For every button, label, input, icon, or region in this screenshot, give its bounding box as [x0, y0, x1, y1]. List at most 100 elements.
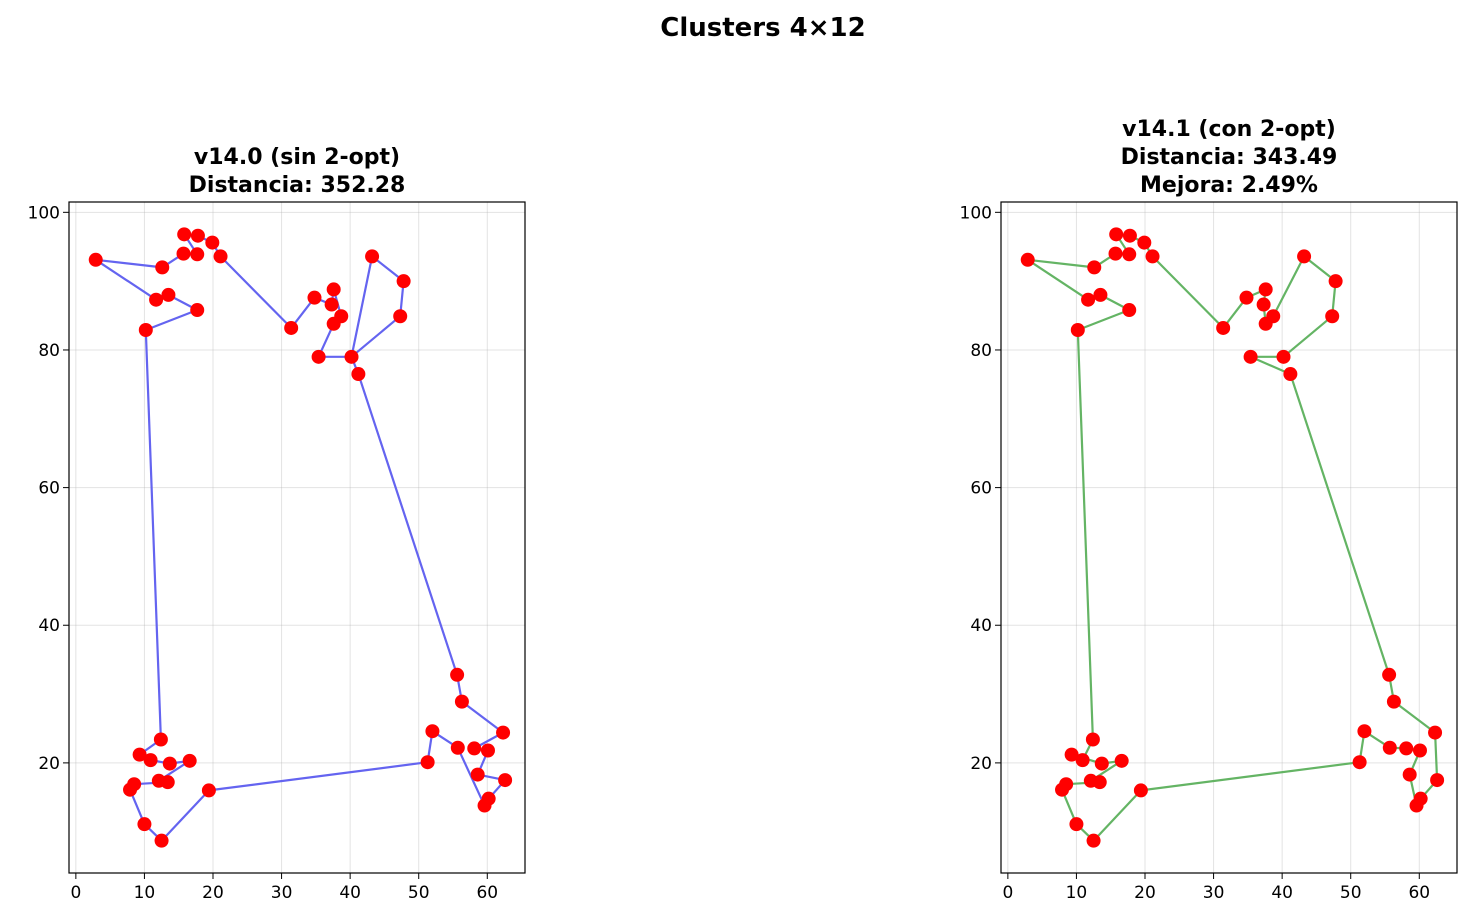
chart-1-xtick-label-2: 20	[1134, 883, 1156, 903]
chart-0-xtick-label-0: 0	[70, 883, 81, 903]
chart-0-title-line-0: v14.0 (sin 2-opt)	[194, 145, 400, 170]
chart-1-city-point-3	[1094, 756, 1109, 771]
chart-1-city-point-26	[1276, 349, 1291, 364]
chart-0-city-point-46	[143, 753, 158, 768]
chart-1-axes-frame	[1000, 201, 1458, 874]
chart-0-city-point-5	[88, 252, 103, 267]
chart-0-ytick-label-4: 100	[28, 203, 60, 223]
chart-1-city-point-43	[1020, 252, 1035, 267]
chart-0-xtick-label-5: 50	[408, 883, 430, 903]
chart-1-city-point-33	[1258, 282, 1273, 297]
chart-0-xtick-label-2: 20	[202, 883, 224, 903]
chart-0-city-point-18	[326, 316, 341, 331]
chart-1-ytick-label-1: 40	[970, 616, 992, 636]
chart-0-city-point-7	[176, 246, 191, 261]
chart-0-city-point-14	[307, 290, 322, 305]
chart-0-city-point-33	[477, 798, 492, 813]
chart-1-title-line-2: Mejora: 2.49%	[1140, 173, 1318, 198]
chart-1-city-point-37	[1137, 235, 1152, 250]
chart-0-city-point-37	[201, 783, 216, 798]
chart-0-city-point-15	[324, 297, 339, 312]
chart-1-city-point-29	[1297, 249, 1312, 264]
chart-0-city-point-20	[344, 349, 359, 364]
chart-1-city-point-45	[1093, 287, 1108, 302]
chart-1-city-point-9	[1069, 817, 1084, 832]
chart-1-city-point-21	[1428, 725, 1443, 740]
chart-1-city-point-25	[1243, 349, 1258, 364]
chart-0-city-point-31	[498, 773, 513, 788]
chart-1-city-point-36	[1145, 249, 1160, 264]
chart-0-ytick-label-1: 40	[38, 616, 60, 636]
chart-0-city-point-19	[311, 349, 326, 364]
chart-0-city-point-34	[450, 740, 465, 755]
chart-1-city-point-28	[1328, 274, 1343, 289]
chart-1-city-point-8	[1055, 782, 1070, 797]
chart-0-city-point-22	[396, 274, 411, 289]
chart-1-xtick-label-4: 40	[1271, 883, 1293, 903]
panel-v14-0: 0 10 20 30 40 50 60 20 40 60 80 100 v14.0 (sin 2-opt…	[28, 145, 526, 903]
chart-1-title-line-1: Distancia: 343.49	[1121, 145, 1338, 170]
chart-0-xtick-label-3: 30	[271, 883, 293, 903]
chart-1-city-point-4	[1114, 753, 1129, 768]
chart-1-city-point-32	[1256, 297, 1271, 312]
chart-1-city-point-2	[1064, 747, 1079, 762]
chart-0-city-point-0	[153, 732, 168, 747]
chart-0-city-point-3	[161, 287, 176, 302]
chart-0-ytick-label-0: 20	[38, 754, 60, 774]
chart-0-city-point-39	[137, 817, 152, 832]
chart-1-city-point-16	[1412, 743, 1427, 758]
chart-1-city-point-20	[1430, 773, 1445, 788]
chart-1-xtick-label-6: 60	[1408, 883, 1430, 903]
chart-0-city-point-9	[177, 227, 192, 242]
chart-1-city-point-27	[1325, 309, 1340, 324]
chart-1-city-point-12	[1352, 755, 1367, 770]
chart-1-xtick-label-3: 30	[1203, 883, 1225, 903]
chart-0-city-point-16	[326, 282, 341, 297]
chart-1-city-point-22	[1386, 694, 1401, 709]
chart-1-city-point-24	[1283, 367, 1298, 382]
chart-1-xtick-label-1: 10	[1066, 883, 1088, 903]
chart-0-city-point-44	[182, 753, 197, 768]
chart-0-city-point-1	[138, 323, 153, 338]
chart-1-city-point-14	[1382, 740, 1397, 755]
chart-0-city-point-10	[190, 228, 205, 243]
chart-1-city-point-13	[1357, 724, 1372, 739]
chart-0-city-point-29	[480, 743, 495, 758]
chart-1-ytick-label-0: 20	[970, 754, 992, 774]
panel-v14-1: 0 10 20 30 40 50 60 20 40 60 80 100 v14.1 (con 2-opt…	[960, 117, 1458, 903]
chart-0-city-point-4	[149, 292, 164, 307]
chart-1-city-point-11	[1133, 783, 1148, 798]
chart-0-city-point-24	[351, 367, 366, 382]
chart-0-city-point-28	[467, 741, 482, 756]
chart-1-city-point-10	[1086, 833, 1101, 848]
chart-1-xtick-label-0: 0	[1002, 883, 1013, 903]
chart-1-ytick-label-2: 60	[970, 479, 992, 499]
chart-1-city-point-46	[1122, 303, 1137, 318]
chart-1-xtick-label-5: 50	[1340, 883, 1362, 903]
chart-1-city-point-1	[1075, 753, 1090, 768]
chart-0-ytick-label-2: 60	[38, 479, 60, 499]
chart-1-title-line-0: v14.1 (con 2-opt)	[1122, 117, 1336, 142]
chart-0-city-point-6	[155, 260, 170, 275]
chart-0-city-point-12	[213, 249, 228, 264]
chart-1-city-point-42	[1087, 260, 1102, 275]
chart-1-city-point-34	[1239, 290, 1254, 305]
chart-1-city-point-41	[1108, 246, 1123, 261]
chart-1-city-point-15	[1399, 741, 1414, 756]
chart-0-city-point-21	[365, 249, 380, 264]
chart-0-city-point-35	[425, 724, 440, 739]
chart-1-city-point-19	[1413, 791, 1428, 806]
chart-0-title-line-1: Distancia: 352.28	[189, 173, 406, 198]
chart-0-city-point-47	[132, 747, 147, 762]
chart-0-city-point-25	[450, 667, 465, 682]
chart-0-city-point-13	[284, 320, 299, 335]
chart-1-city-point-31	[1258, 316, 1273, 331]
chart-1-city-point-39	[1109, 227, 1124, 242]
chart-1-city-point-35	[1216, 320, 1231, 335]
chart-0-city-point-11	[205, 235, 220, 250]
chart-0-city-point-36	[420, 755, 435, 770]
chart-0-city-point-30	[470, 767, 485, 782]
chart-0-city-point-41	[127, 777, 142, 792]
